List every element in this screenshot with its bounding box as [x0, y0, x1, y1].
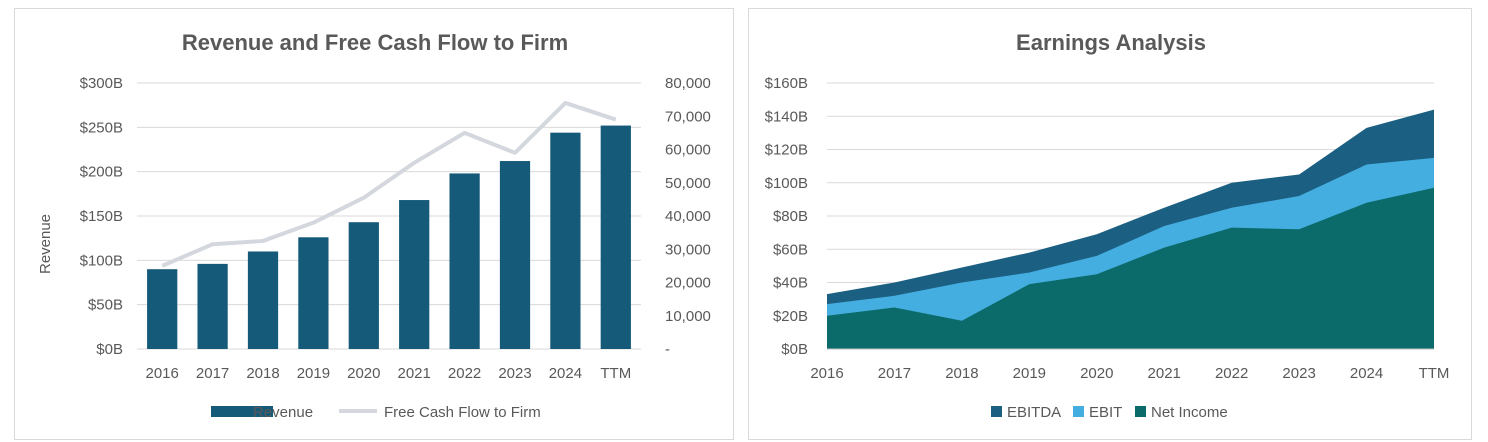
x-tick-label: 2022: [448, 365, 481, 382]
x-tick-label: 2017: [878, 365, 911, 382]
x-tick-label: 2016: [146, 365, 179, 382]
y-tick-label: $150B: [80, 208, 123, 225]
x-tick-label: 2016: [810, 365, 843, 382]
legend-label-net-income: Net Income: [1151, 404, 1228, 421]
y-tick-label: $100B: [765, 175, 808, 192]
x-tick-label: 2023: [1282, 365, 1315, 382]
y-tick-label: $20B: [773, 308, 808, 325]
x-tick-label: 2022: [1215, 365, 1248, 382]
revenue-bar: [550, 132, 581, 349]
x-tick-label: 2020: [347, 365, 380, 382]
net-income-area: [827, 187, 1434, 349]
revenue-fcff-chart-panel: Revenue and Free Cash Flow to Firm Reven…: [14, 8, 734, 440]
y2-tick-label: 40,000: [665, 208, 711, 225]
legend-label-fcff: Free Cash Flow to Firm: [384, 404, 541, 421]
x-tick-label: 2017: [196, 365, 229, 382]
revenue-bar: [147, 269, 178, 349]
y-tick-label: $80B: [773, 208, 808, 225]
revenue-bar: [348, 222, 379, 349]
chart-title: Revenue and Free Cash Flow to Firm: [182, 30, 568, 55]
revenue-fcff-chart: Revenue and Free Cash Flow to Firm Reven…: [37, 30, 711, 421]
legend-swatch-net-income: [1135, 406, 1146, 417]
revenue-bar: [399, 200, 430, 349]
revenue-bar: [499, 161, 531, 349]
earnings-analysis-chart: Earnings Analysis $0B $20B $40B $60B $80B $10…: [765, 30, 1450, 421]
x-tick-label: 2018: [246, 365, 279, 382]
x-tick-label: 2021: [398, 365, 431, 382]
x-tick-label: TTM: [600, 365, 631, 382]
y2-tick-label: 60,000: [665, 142, 711, 159]
revenue-bar: [449, 173, 480, 349]
legend-swatch-revenue: [211, 406, 273, 417]
y-tick-label: $300B: [80, 75, 123, 92]
y-tick-label: $250B: [80, 119, 123, 136]
revenue-bar: [197, 263, 228, 349]
y-tick-label: $40B: [773, 275, 808, 292]
x-tick-label: 2019: [297, 365, 330, 382]
x-tick-label: 2021: [1148, 365, 1181, 382]
legend-label-ebitda: EBITDA: [1007, 404, 1061, 421]
legend-label-revenue: Revenue: [253, 404, 313, 421]
revenue-bar: [298, 237, 329, 349]
y-tick-label: $50B: [88, 297, 123, 314]
x-tick-label: 2024: [549, 365, 582, 382]
x-tick-label: 2018: [945, 365, 978, 382]
y2-tick-label: 20,000: [665, 275, 711, 292]
legend-label-ebit: EBIT: [1089, 404, 1122, 421]
y2-tick-label: 30,000: [665, 241, 711, 258]
y-tick-label: $60B: [773, 241, 808, 258]
y-tick-label: $160B: [765, 75, 808, 92]
revenue-bar: [247, 251, 279, 349]
revenue-bar: [600, 125, 631, 349]
legend-swatch-ebit: [1073, 406, 1084, 417]
y2-tick-label: 70,000: [665, 108, 711, 125]
x-tick-label: 2023: [498, 365, 531, 382]
x-tick-label: 2020: [1080, 365, 1113, 382]
y2-tick-label: 80,000: [665, 75, 711, 92]
fcff-series-line: [161, 100, 617, 268]
y-tick-label: $140B: [765, 108, 808, 125]
x-tick-label: 2024: [1350, 365, 1383, 382]
y2-tick-label: 10,000: [665, 308, 711, 325]
y2-tick-label: 50,000: [665, 175, 711, 192]
x-tick-label: TTM: [1419, 365, 1450, 382]
y-tick-label: $120B: [765, 142, 808, 159]
y-tick-label: $100B: [80, 252, 123, 269]
y-axis-label: Revenue: [37, 214, 54, 274]
earnings-analysis-chart-panel: Earnings Analysis $0B $20B $40B $60B $80B $10…: [748, 8, 1472, 440]
y-tick-label: $0B: [781, 341, 808, 358]
y-tick-label: $200B: [80, 164, 123, 181]
legend-swatch-ebitda: [991, 406, 1002, 417]
y-tick-label: $0B: [96, 341, 123, 358]
x-tick-label: 2019: [1013, 365, 1046, 382]
y2-tick-label: -: [665, 341, 670, 358]
chart-title: Earnings Analysis: [1016, 30, 1206, 55]
